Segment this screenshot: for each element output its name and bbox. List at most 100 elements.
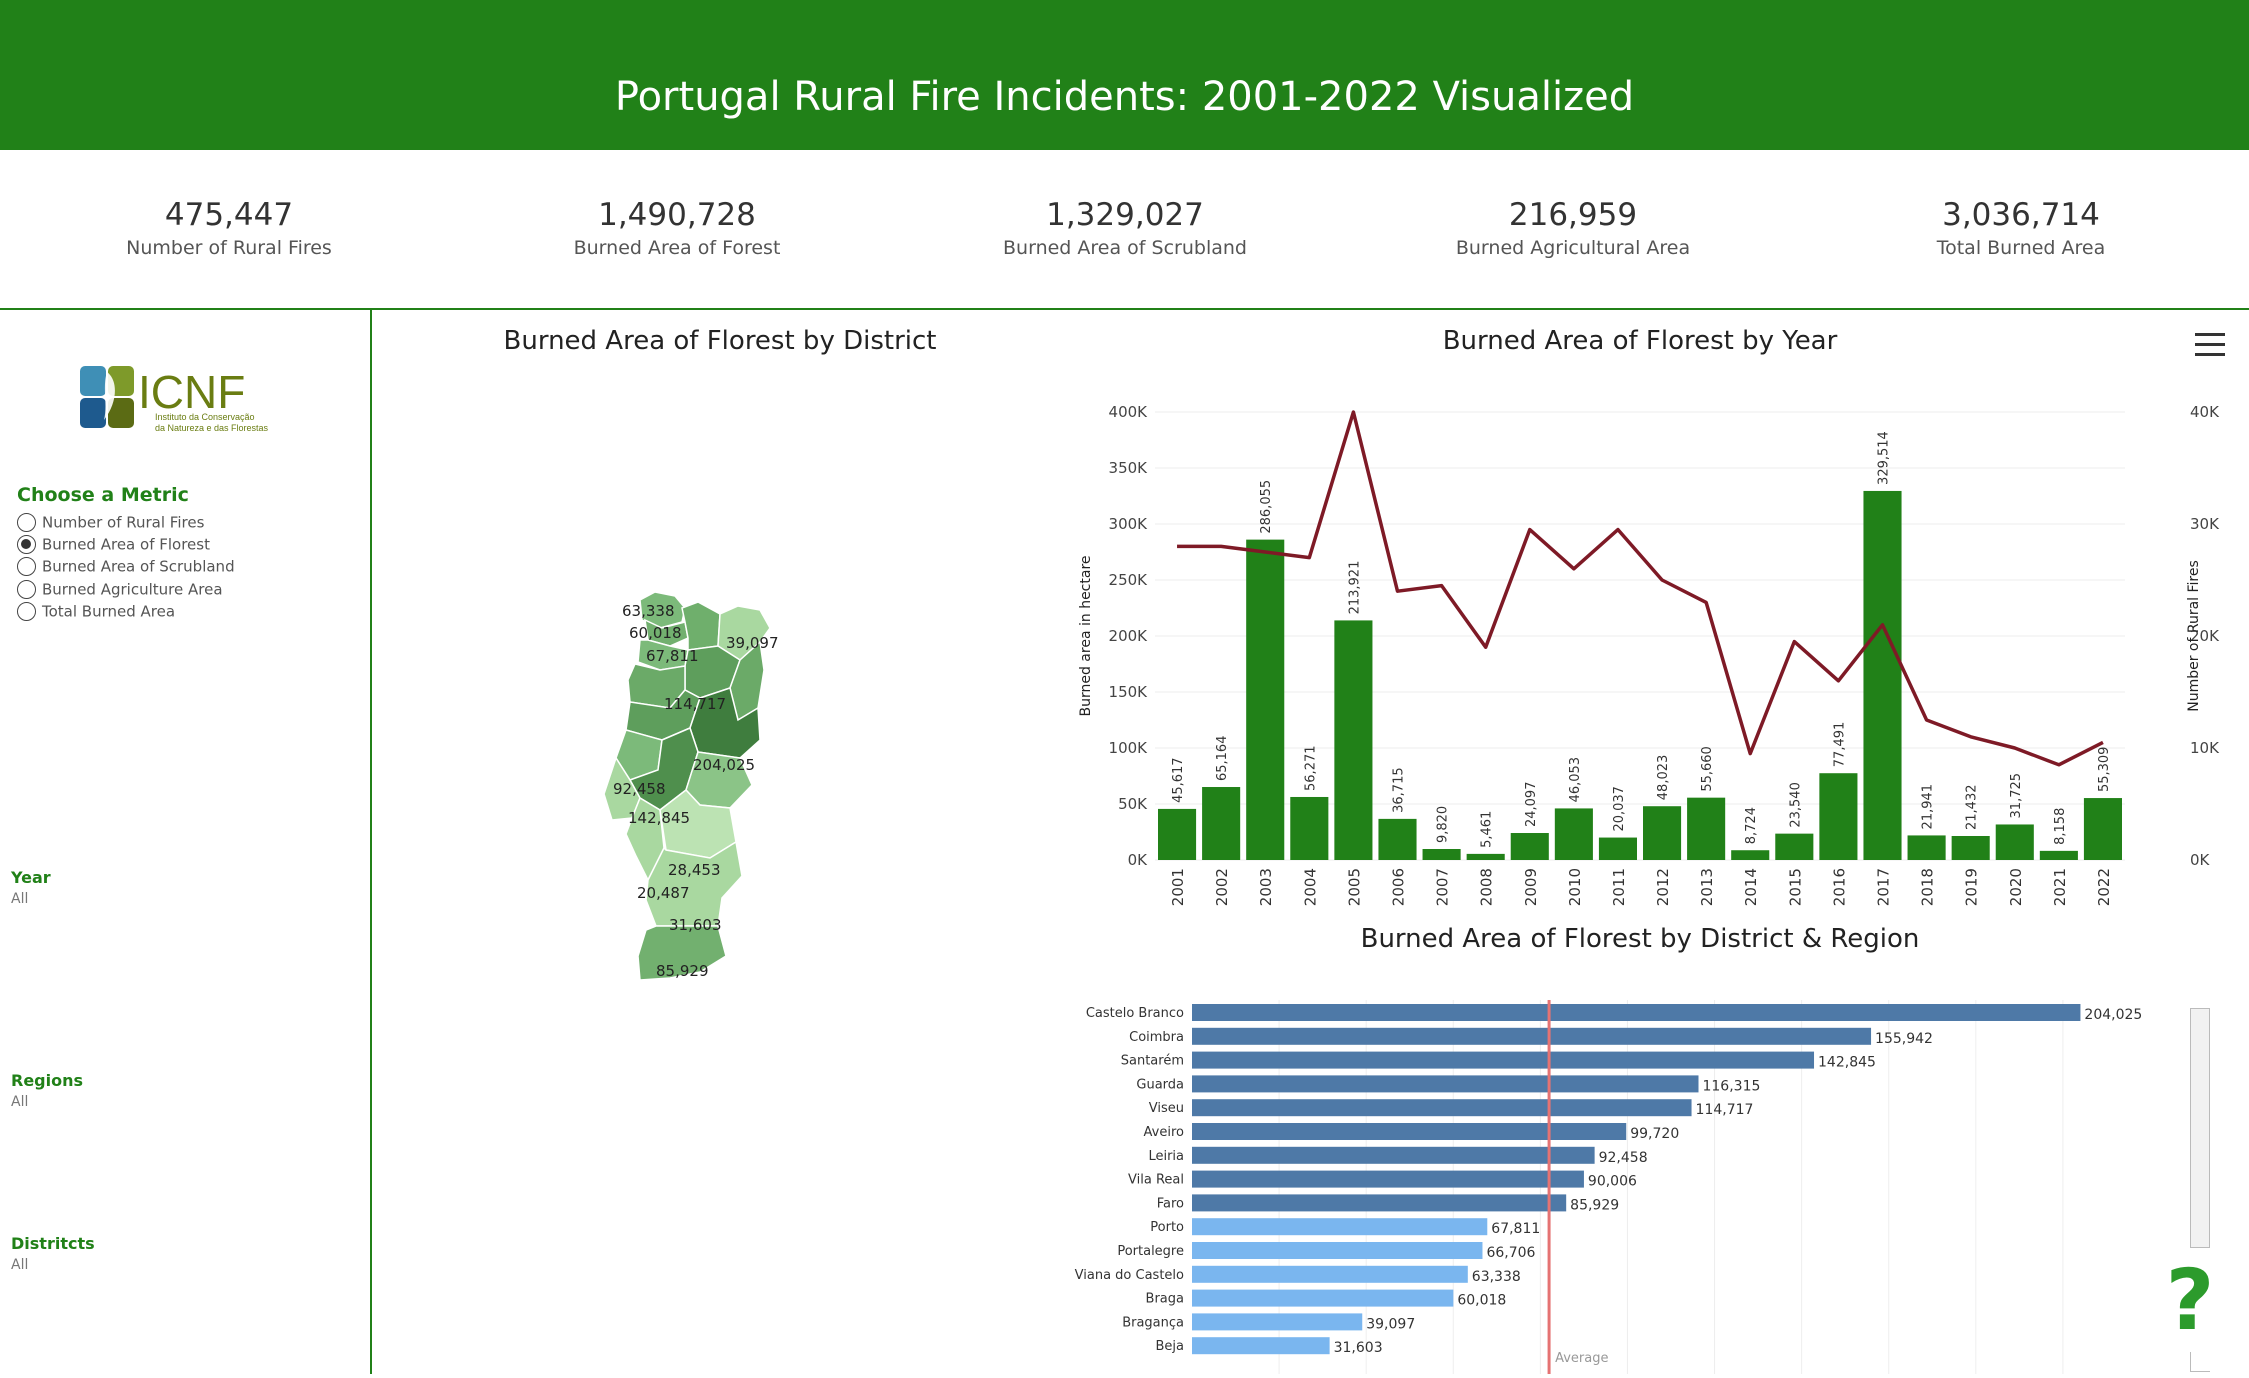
- year-bar: [1158, 808, 1197, 860]
- x-tick-label: 2010: [1566, 868, 1584, 906]
- filter-label: Distritcts: [11, 1234, 95, 1253]
- map-label: 39,097: [726, 634, 779, 652]
- hamburger-menu-icon[interactable]: [2195, 333, 2225, 357]
- question-mark-icon[interactable]: ?: [2165, 1251, 2215, 1349]
- bar-value-label: 31,725: [2009, 773, 2024, 819]
- y-tick-label: 100K: [1109, 739, 1149, 757]
- year-chart[interactable]: 0K 50K 100K 150K 200K 250K 300K 350K 400K 0K 10K 20…: [1070, 395, 2230, 920]
- year-bar: [1775, 833, 1814, 860]
- district-map[interactable]: 63,338 60,018 39,097 67,811 114,717 204,…: [590, 580, 810, 1000]
- metric-option-forest-area[interactable]: Burned Area of Florest: [17, 535, 210, 557]
- metric-option-rural-fires[interactable]: Number of Rural Fires: [17, 513, 204, 535]
- district-name-label: Faro: [1157, 1196, 1184, 1211]
- kpi-label: Number of Rural Fires: [126, 237, 332, 259]
- divider-horizontal: [0, 308, 2249, 310]
- year-bar: [1466, 853, 1505, 860]
- filter-districts[interactable]: Distritcts All: [11, 1233, 351, 1275]
- district-name-label: Castelo Branco: [1086, 1006, 1184, 1021]
- district-bar-chart[interactable]: Castelo Branco 204,025 Coimbra 155,942 Santa…: [1060, 1000, 2240, 1374]
- y-tick-label: 50K: [1118, 795, 1148, 813]
- metric-option-scrubland-area[interactable]: Burned Area of Scrubland: [17, 557, 235, 579]
- vertical-scrollbar[interactable]: [2190, 1008, 2210, 1248]
- bar-value-label: 65,164: [1215, 736, 1230, 782]
- district-bar: [1192, 1027, 1872, 1045]
- district-chart-title: Burned Area of Florest by District & Reg…: [1360, 924, 1920, 954]
- year-bar: [1819, 773, 1858, 860]
- logo-subtitle-1: Instituto da Conservação: [155, 412, 255, 422]
- kpi-strip: 475,447 Number of Rural Fires 1,490,728 …: [0, 150, 2249, 308]
- map-label: 85,929: [656, 962, 709, 980]
- year-bar: [2039, 850, 2078, 860]
- x-tick-label: 2003: [1257, 868, 1275, 906]
- district-bar: [1192, 1313, 1363, 1331]
- district-name-label: Coimbra: [1129, 1030, 1184, 1045]
- scrollbar-end[interactable]: [2190, 1352, 2210, 1372]
- logo-subtitle-2: da Natureza e das Florestas: [155, 423, 269, 433]
- district-bar: [1192, 1004, 2081, 1021]
- radio-icon[interactable]: [17, 602, 36, 621]
- bar-value-label: 286,055: [1259, 480, 1274, 534]
- bar-value-label: 48,023: [1656, 755, 1671, 801]
- district-name-label: Vila Real: [1128, 1173, 1184, 1188]
- icnf-logo: ICNF Instituto da Conservação da Naturez…: [78, 364, 308, 440]
- map-value-labels: 63,338 60,018 39,097 67,811 114,717 204,…: [613, 602, 779, 980]
- bar-value-label: 55,660: [1700, 746, 1715, 792]
- metric-option-total-area[interactable]: Total Burned Area: [17, 602, 175, 624]
- filter-value[interactable]: All: [11, 891, 29, 907]
- bar-value-label: 21,941: [1921, 784, 1936, 830]
- kpi-value: 3,036,714: [1942, 197, 2100, 233]
- district-name-label: Viseu: [1149, 1101, 1184, 1116]
- district-name-label: Leiria: [1148, 1149, 1184, 1164]
- metric-option-label: Burned Agriculture Area: [42, 580, 223, 599]
- x-tick-label: 2020: [2007, 868, 2025, 906]
- x-tick-label: 2011: [1610, 868, 1628, 906]
- bar-value-label: 329,514: [1877, 431, 1892, 485]
- district-bar: [1192, 1075, 1699, 1093]
- metric-heading: Choose a Metric: [17, 484, 189, 506]
- filter-value[interactable]: All: [11, 1257, 29, 1273]
- radio-selected-icon[interactable]: [17, 535, 36, 554]
- filter-year[interactable]: Year All: [11, 867, 351, 909]
- divider-vertical: [370, 310, 372, 1374]
- district-value-label: 114,717: [1696, 1102, 1754, 1118]
- filter-value[interactable]: All: [11, 1094, 29, 1110]
- year-bar: [1995, 824, 2034, 860]
- y-tick-label: 0K: [1128, 851, 1149, 869]
- district-bar: [1192, 1170, 1584, 1188]
- bar-value-label: 36,715: [1392, 767, 1407, 813]
- x-tick-label: 2018: [1919, 868, 1937, 906]
- kpi-value: 1,490,728: [598, 197, 756, 233]
- district-value-label: 90,006: [1588, 1174, 1637, 1190]
- district-name-label: Porto: [1150, 1220, 1184, 1235]
- y-tick-label: 300K: [1109, 515, 1149, 533]
- map-title: Burned Area of Florest by District: [503, 326, 937, 356]
- sidebar: ICNF Instituto da Conservação da Naturez…: [0, 310, 370, 1374]
- radio-icon[interactable]: [17, 580, 36, 599]
- kpi-value: 216,959: [1508, 197, 1638, 233]
- kpi-label: Burned Agricultural Area: [1455, 237, 1691, 259]
- district-bar: [1192, 1337, 1330, 1355]
- bar-value-label: 5,461: [1480, 811, 1495, 848]
- year-bar: [1290, 796, 1329, 860]
- radio-icon[interactable]: [17, 557, 36, 576]
- metric-option-label: Burned Area of Scrubland: [42, 557, 235, 576]
- year-bar: [1687, 797, 1726, 860]
- district-bar: [1192, 1051, 1815, 1069]
- metric-option-agriculture-area[interactable]: Burned Agriculture Area: [17, 580, 223, 602]
- x-tick-label: 2017: [1875, 868, 1893, 906]
- district-value-label: 60,018: [1457, 1293, 1506, 1309]
- filter-regions[interactable]: Regions All: [11, 1070, 351, 1112]
- year-bar: [1554, 808, 1593, 860]
- x-tick-label: 2008: [1478, 868, 1496, 906]
- kpi-value: 1,329,027: [1046, 197, 1204, 233]
- map-label: 28,453: [668, 861, 721, 879]
- x-tick-label: 2001: [1169, 868, 1187, 906]
- district-value-label: 142,845: [1818, 1055, 1876, 1071]
- district-value-label: 99,720: [1630, 1126, 1679, 1142]
- fires-line: [1177, 410, 2104, 767]
- radio-icon[interactable]: [17, 513, 36, 532]
- district-bar: [1192, 1242, 1483, 1259]
- bar-value-label: 23,540: [1788, 782, 1803, 828]
- x-tick-label: 2012: [1654, 868, 1672, 906]
- x-tick-label: 2007: [1434, 868, 1452, 906]
